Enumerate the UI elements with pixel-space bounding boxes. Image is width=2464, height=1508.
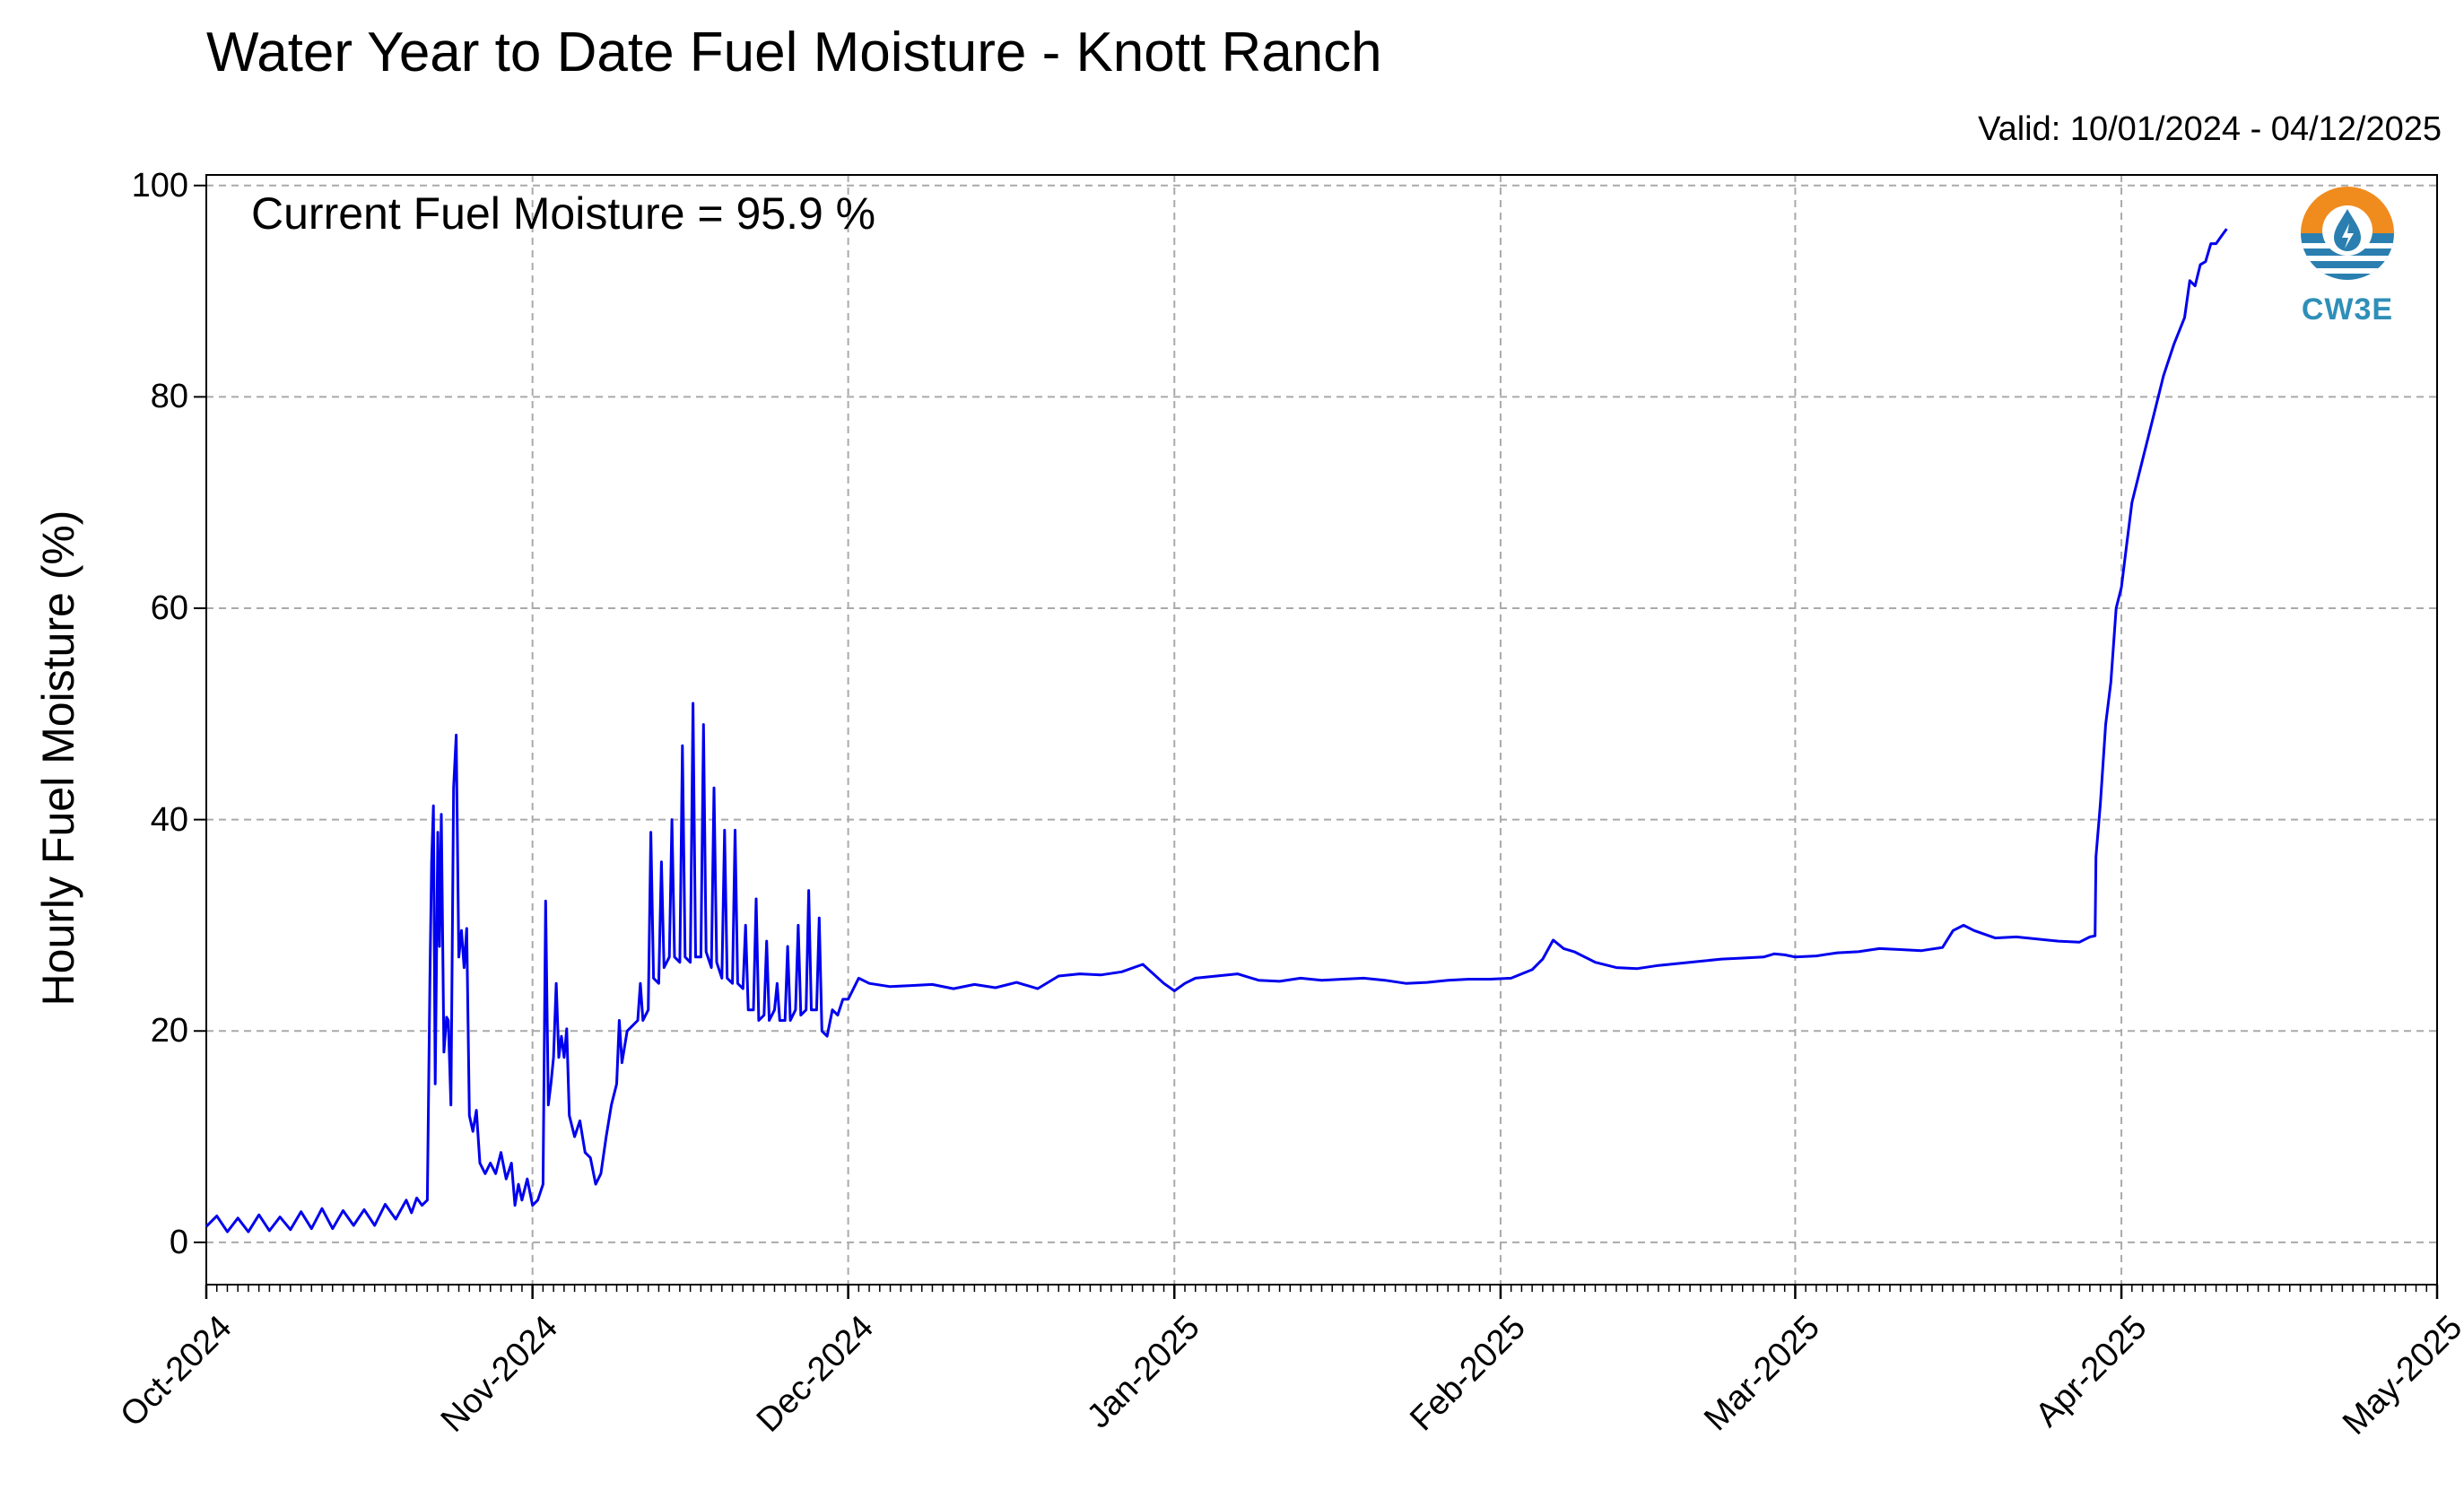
y-tick-label-0: 0: [169, 1223, 188, 1261]
y-tick-label-80: 80: [150, 378, 188, 416]
y-axis-label: Hourly Fuel Moisture (%): [33, 510, 83, 1007]
y-tick-label-40: 40: [150, 800, 188, 839]
series-line-fuel-moisture: [205, 228, 2228, 1233]
plot-frame: [205, 174, 2438, 1286]
cw3e-logo: CW3E: [2289, 184, 2406, 327]
y-tick-label-60: 60: [150, 589, 188, 628]
current-value-annotation: Current Fuel Moisture = 95.9 %: [251, 188, 876, 239]
axis-ticks: [194, 184, 2439, 1299]
y-tick-label-20: 20: [150, 1012, 188, 1050]
cw3e-logo-text: CW3E: [2301, 292, 2394, 327]
chart-subtitle: Valid: 10/01/2024 - 04/12/2025: [1978, 110, 2442, 148]
cw3e-logo-icon: [2301, 187, 2394, 280]
grid-lines: [205, 175, 2438, 1285]
y-tick-label-100: 100: [131, 166, 188, 205]
chart-title: Water Year to Date Fuel Moisture - Knott…: [206, 22, 1382, 83]
